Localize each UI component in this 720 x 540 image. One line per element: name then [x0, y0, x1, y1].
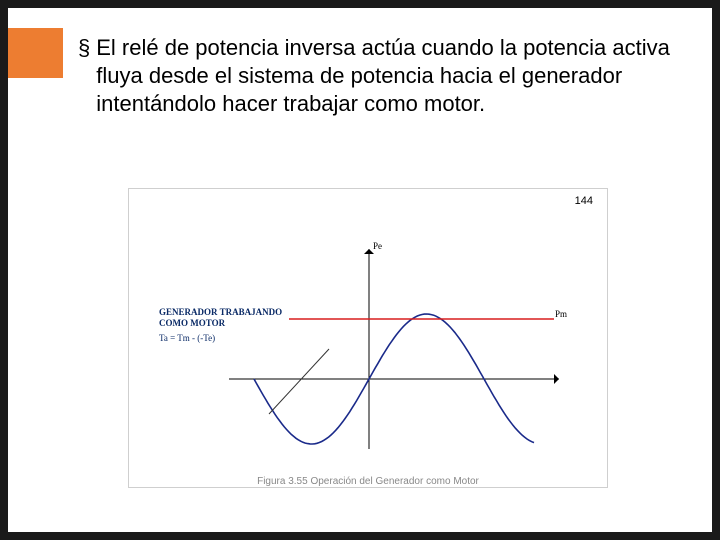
pm-label: Pm — [555, 309, 567, 319]
legend-title-2: COMO MOTOR — [159, 318, 282, 329]
legend-title-1: GENERADOR TRABAJANDO — [159, 307, 282, 318]
chart-area: Pe Pm GENERADOR TRABAJANDO COMO MOTOR Ta… — [159, 219, 577, 457]
slide: § El relé de potencia inversa actúa cuan… — [8, 8, 712, 532]
y-axis-label: Pe — [373, 241, 382, 251]
legend-block: GENERADOR TRABAJANDO COMO MOTOR Ta = Tm … — [159, 307, 282, 343]
bullet-marker: § — [78, 34, 90, 62]
page-number: 144 — [575, 195, 593, 207]
legend-equation: Ta = Tm - (-Te) — [159, 333, 282, 343]
figure-panel: 144 Pe Pm GENERADOR TRABAJANDO COMO MOTO… — [128, 188, 608, 488]
accent-bar — [8, 28, 63, 78]
bullet-text: El relé de potencia inversa actúa cuando… — [96, 34, 682, 118]
bullet-paragraph: § El relé de potencia inversa actúa cuan… — [78, 34, 682, 118]
figure-caption: Figura 3.55 Operación del Generador como… — [129, 476, 607, 487]
